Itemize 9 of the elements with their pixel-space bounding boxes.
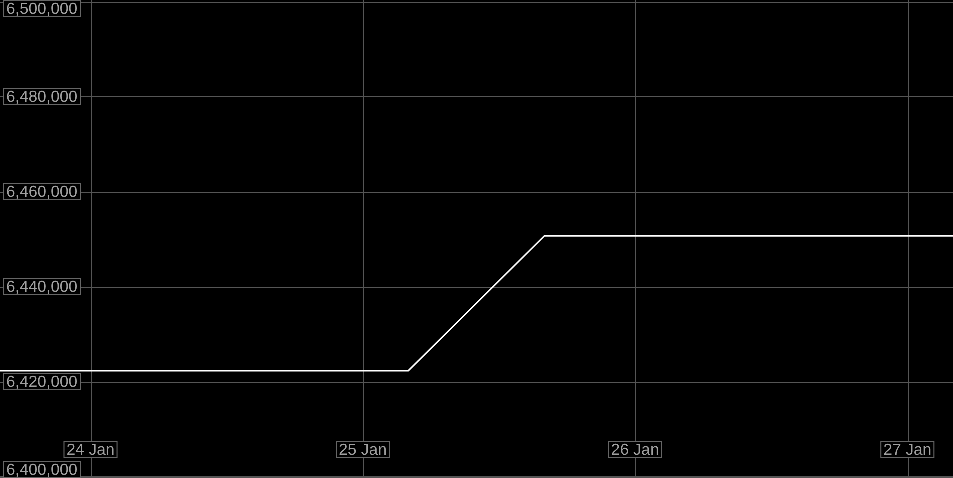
x-tick-label: 24 Jan [66, 442, 115, 459]
y-tick-label: 6,500,000 [6, 1, 78, 18]
x-tick-label: 26 Jan [611, 442, 660, 459]
y-tick-label: 6,440,000 [6, 279, 78, 296]
y-tick-label: 6,460,000 [6, 184, 78, 201]
y-tick-label: 6,420,000 [6, 374, 78, 391]
x-tick-label: 25 Jan [339, 442, 388, 459]
y-tick-label: 6,480,000 [6, 89, 78, 106]
x-tick-label: 27 Jan [884, 442, 932, 459]
